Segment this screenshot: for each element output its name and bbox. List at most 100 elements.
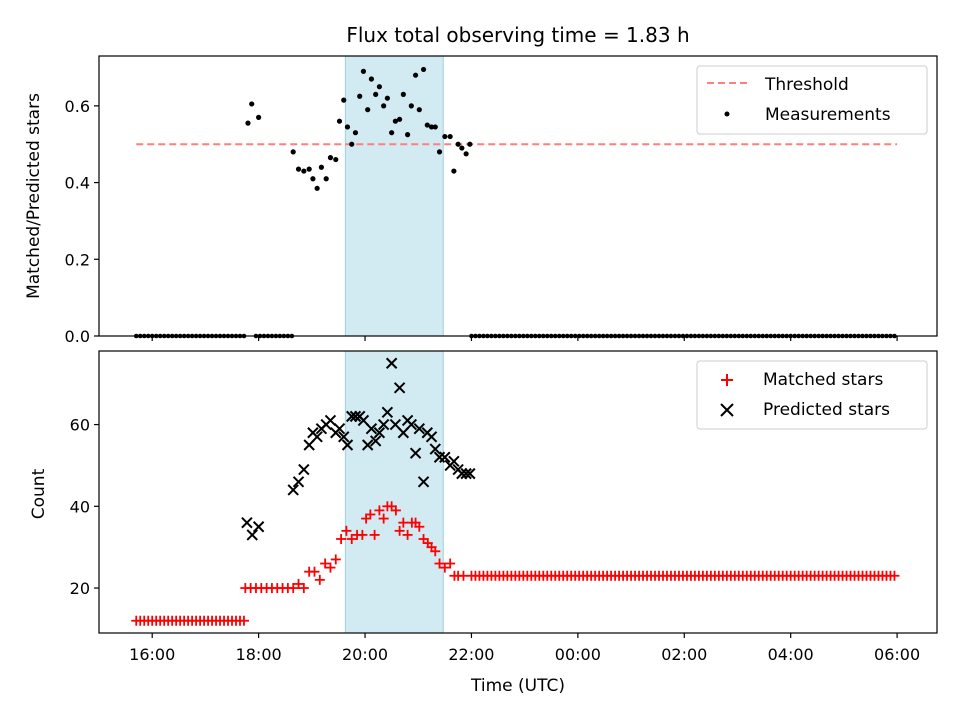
count-panel: 20 40 60 16:00 18:00 20:00 22:00 00:00 02:00 04:…	[29, 350, 938, 696]
measurement-point	[467, 141, 473, 147]
measurement-point	[373, 91, 379, 97]
measurement-point	[416, 107, 422, 113]
measurement-point	[381, 103, 387, 109]
predicted-star-point	[409, 447, 422, 459]
x-tick-label: 18:00	[236, 645, 282, 664]
measurement-point	[408, 103, 414, 109]
matched-star-point	[378, 513, 389, 524]
predicted-star-point	[338, 431, 350, 443]
measurement-point	[344, 124, 351, 130]
predicted-star-point	[292, 476, 305, 488]
predicted-star-point	[448, 455, 460, 468]
measurement-point	[336, 118, 343, 124]
measurement-point	[314, 185, 320, 191]
measurement-point	[459, 145, 465, 151]
measurement-point	[376, 84, 382, 90]
count-legend: Matched stars Predicted stars	[696, 360, 928, 430]
measurement-point	[455, 141, 461, 147]
x-tick-label: 22:00	[448, 645, 494, 664]
measurement-point	[318, 164, 325, 170]
predicted-star-point	[365, 422, 378, 435]
predicted-star-point	[460, 467, 472, 480]
matched-star-point	[365, 509, 376, 520]
matched-legend-label: Matched stars	[763, 370, 883, 390]
measurement-point	[368, 76, 375, 82]
predicted-star-point	[373, 427, 386, 439]
ratio-panel: 0.0 0.2 0.4 0.6 Matched/Predicted stars Thr…	[24, 55, 938, 346]
measurement-point	[392, 118, 398, 124]
predicted-star-point	[349, 410, 362, 423]
predicted-star-point	[298, 463, 310, 476]
matched-stars-series	[131, 501, 900, 626]
ratio-x-ticks	[151, 336, 898, 341]
measurement-point	[327, 155, 334, 161]
measurement-point	[404, 132, 411, 138]
predicted-star-point	[464, 467, 476, 480]
matched-star-point	[398, 517, 409, 528]
matched-star-point	[325, 562, 336, 573]
measurement-point	[463, 151, 469, 157]
matched-star-point	[341, 525, 352, 536]
measurements-legend-marker	[724, 111, 730, 117]
measurement-point	[341, 97, 347, 103]
matched-star-point	[309, 566, 320, 577]
predicted-star-point	[311, 431, 323, 443]
matched-star-point	[402, 529, 413, 540]
matched-star-point	[889, 570, 900, 581]
measurement-point	[436, 149, 443, 155]
measurement-point	[451, 168, 457, 174]
ratio-y-tick-label: 0.6	[65, 97, 90, 116]
predicted-star-point	[425, 431, 438, 443]
matched-legend-marker	[721, 374, 733, 386]
ratio-y-axis: 0.0 0.2 0.4 0.6	[65, 97, 99, 346]
count-shaded-region-rect	[344, 350, 444, 634]
measurement-point	[295, 166, 302, 172]
matched-star-point	[288, 583, 299, 594]
matched-star-point	[369, 529, 380, 540]
matched-star-point	[346, 534, 357, 544]
predicted-star-point	[439, 451, 451, 463]
matched-star-point	[430, 546, 441, 557]
predicted-star-point	[333, 422, 346, 435]
ratio-y-tick-label: 0.0	[65, 327, 90, 346]
measurement-point	[400, 91, 406, 97]
measurement-point	[412, 72, 419, 78]
ratio-y-axis-label: Matched/Predicted stars	[24, 93, 44, 299]
measurement-point	[249, 101, 255, 107]
count-y-tick-label: 40	[70, 497, 90, 516]
threshold-legend-label: Threshold	[764, 75, 849, 95]
matched-star-point	[336, 534, 347, 544]
measurement-point	[306, 166, 312, 172]
measurement-point	[301, 168, 307, 174]
measurement-point	[389, 130, 395, 136]
predicted-legend-marker	[720, 403, 734, 417]
x-tick-label: 02:00	[661, 645, 707, 664]
measurement-point	[360, 68, 367, 74]
predicted-stars-series	[241, 357, 476, 541]
measurement-point	[256, 114, 262, 120]
matched-star-point	[445, 558, 456, 569]
predicted-star-point	[417, 476, 430, 488]
measurement-point	[349, 141, 355, 147]
measurement-point	[384, 95, 390, 101]
predicted-star-point	[341, 439, 354, 451]
measurement-point	[352, 130, 359, 136]
count-y-tick-label: 60	[70, 416, 90, 435]
measurement-point	[357, 93, 363, 99]
predicted-star-point	[385, 357, 398, 369]
measurement-point	[365, 107, 371, 113]
measurement-point	[333, 156, 339, 163]
measurement-point	[397, 116, 403, 122]
measurement-point	[424, 122, 430, 128]
x-tick-label: 16:00	[129, 645, 175, 664]
matched-star-point	[414, 521, 425, 532]
matched-star-point	[330, 554, 341, 565]
matched-star-point	[238, 615, 249, 626]
matched-star-point	[394, 525, 405, 536]
ratio-legend: Threshold Measurements	[696, 65, 928, 135]
matched-star-point	[458, 570, 469, 581]
matched-star-point	[357, 529, 368, 540]
x-tick-label: 06:00	[874, 645, 920, 664]
predicted-legend-label: Predicted stars	[763, 400, 890, 420]
